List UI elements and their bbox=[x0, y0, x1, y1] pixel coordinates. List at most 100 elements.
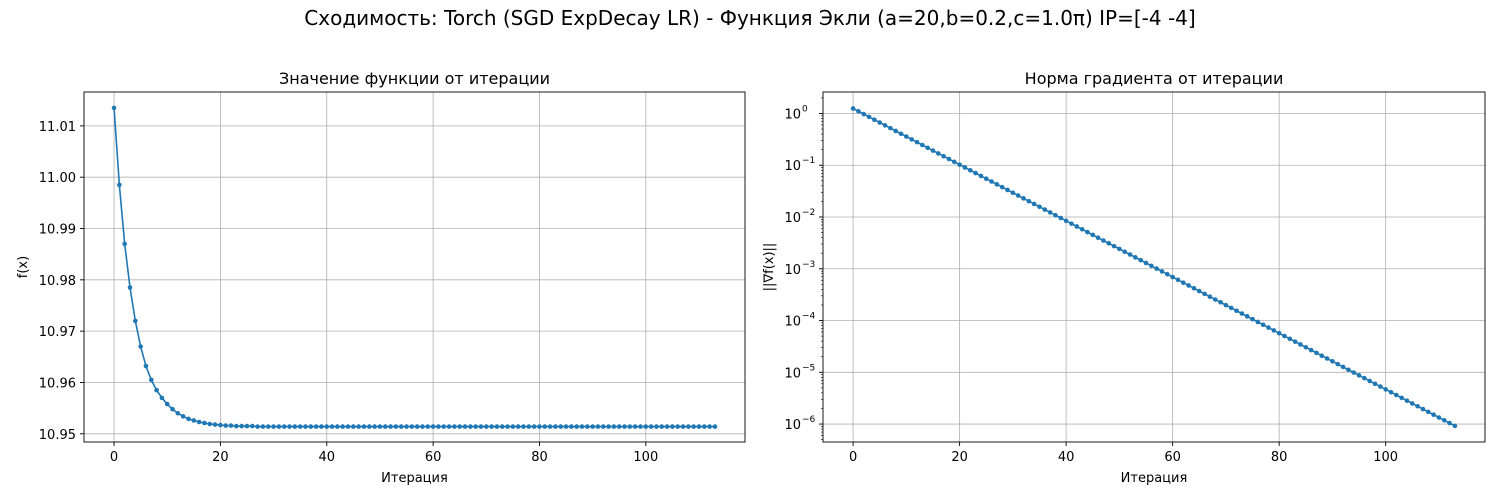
data-point bbox=[175, 410, 181, 416]
x-axis-label: Итерация bbox=[381, 471, 448, 486]
data-point bbox=[351, 424, 356, 429]
data-point bbox=[994, 182, 1000, 187]
y-tick-label: 10 bbox=[784, 159, 801, 174]
data-point bbox=[345, 424, 351, 429]
data-point bbox=[542, 424, 548, 429]
y-tick-exponent: −6 bbox=[802, 415, 816, 425]
data-point bbox=[1042, 207, 1048, 212]
data-point bbox=[1085, 229, 1090, 235]
data-point bbox=[585, 424, 590, 429]
x-tick-label: 0 bbox=[849, 450, 857, 465]
data-point bbox=[335, 424, 340, 429]
data-point bbox=[941, 153, 946, 159]
data-point bbox=[861, 111, 867, 117]
data-point bbox=[404, 424, 409, 429]
data-point bbox=[1399, 395, 1404, 401]
data-point bbox=[1191, 285, 1197, 291]
data-point bbox=[1133, 255, 1138, 260]
data-point bbox=[951, 159, 957, 165]
data-point bbox=[664, 424, 670, 429]
data-point bbox=[228, 423, 234, 428]
data-point bbox=[1410, 401, 1415, 406]
data-point bbox=[920, 142, 925, 148]
data-point bbox=[967, 167, 973, 173]
data-point bbox=[856, 108, 861, 114]
y-tick-exponent: −1 bbox=[802, 156, 815, 166]
data-point bbox=[489, 424, 494, 429]
data-point bbox=[1047, 210, 1053, 215]
data-point bbox=[882, 123, 888, 128]
data-point bbox=[1425, 409, 1431, 415]
data-point bbox=[393, 424, 399, 429]
y-tick-label: 11.00 bbox=[39, 171, 76, 186]
data-point bbox=[643, 424, 649, 429]
data-point bbox=[675, 424, 681, 429]
axes-frame bbox=[83, 91, 746, 443]
data-point bbox=[1308, 347, 1314, 353]
data-point bbox=[196, 419, 202, 425]
data-point bbox=[452, 424, 457, 429]
chart-title: Значение функции от итерации bbox=[279, 69, 550, 88]
data-point bbox=[515, 424, 521, 429]
data-point bbox=[271, 424, 276, 429]
data-point bbox=[1356, 373, 1362, 378]
data-point bbox=[308, 424, 314, 429]
data-point bbox=[1180, 280, 1186, 285]
x-tick-label: 100 bbox=[1373, 450, 1398, 465]
data-point bbox=[1218, 300, 1223, 305]
data-point bbox=[292, 424, 298, 429]
data-point bbox=[1250, 316, 1255, 322]
data-point bbox=[1021, 196, 1026, 201]
data-point bbox=[1026, 198, 1032, 204]
figure-title: Сходимость: Torch (SGD ExpDecay LR) - Фу… bbox=[304, 6, 1196, 30]
data-point bbox=[563, 424, 569, 429]
data-point bbox=[260, 424, 266, 429]
data-point bbox=[648, 424, 654, 429]
data-point bbox=[457, 424, 463, 429]
data-point bbox=[377, 424, 383, 429]
data-point bbox=[606, 424, 611, 429]
data-point bbox=[1276, 330, 1282, 336]
data-point bbox=[622, 424, 627, 429]
data-point bbox=[866, 114, 872, 120]
data-point bbox=[1351, 370, 1357, 375]
data-point bbox=[1420, 406, 1426, 412]
data-point bbox=[239, 423, 244, 429]
data-point bbox=[1367, 378, 1372, 384]
x-tick-label: 20 bbox=[212, 450, 229, 465]
data-point bbox=[1378, 384, 1383, 389]
data-point bbox=[930, 148, 936, 153]
data-point bbox=[1143, 260, 1149, 266]
data-point bbox=[218, 422, 223, 428]
data-point bbox=[983, 176, 989, 181]
data-point bbox=[505, 424, 510, 429]
data-point bbox=[537, 424, 542, 429]
data-point bbox=[590, 424, 595, 429]
data-point bbox=[600, 424, 606, 429]
y-tick-label: 10 bbox=[784, 418, 801, 433]
data-point bbox=[111, 105, 117, 111]
data-point bbox=[1079, 226, 1085, 232]
y-tick-exponent: −4 bbox=[802, 312, 816, 322]
y-tick-label: 11.01 bbox=[39, 120, 76, 135]
data-point bbox=[1165, 271, 1170, 277]
data-point bbox=[1010, 190, 1016, 196]
data-point bbox=[499, 424, 505, 429]
x-tick-label: 80 bbox=[1271, 450, 1288, 465]
data-point bbox=[340, 424, 346, 429]
data-point bbox=[1383, 387, 1388, 392]
chart-1: 0 20 40 60 80 100 10.95 10.96 10.97 10.98 10.99 11.… bbox=[16, 69, 746, 486]
data-point bbox=[234, 423, 239, 429]
data-point bbox=[558, 424, 564, 429]
data-point bbox=[1186, 283, 1191, 288]
data-point bbox=[473, 424, 478, 429]
data-point bbox=[159, 395, 165, 401]
data-point bbox=[1394, 392, 1399, 398]
data-point bbox=[1255, 319, 1261, 325]
data-point bbox=[186, 416, 191, 422]
y-tick-label: 10.99 bbox=[39, 223, 76, 238]
data-point bbox=[1090, 232, 1096, 238]
chart-title: Норма градиента от итерации bbox=[1025, 69, 1284, 88]
